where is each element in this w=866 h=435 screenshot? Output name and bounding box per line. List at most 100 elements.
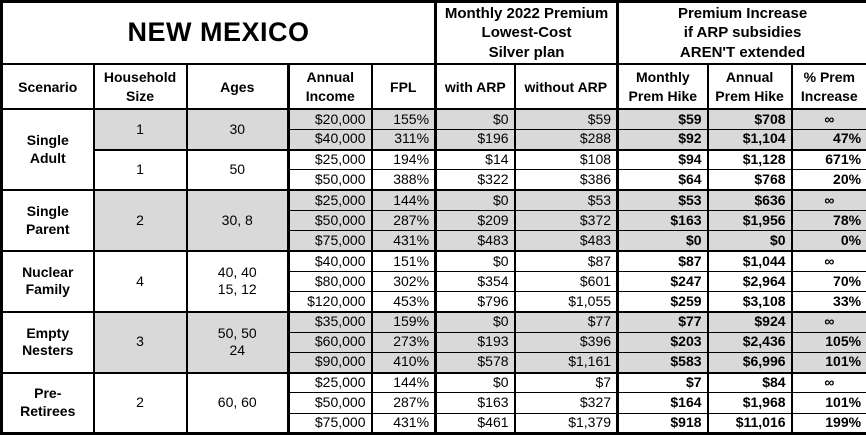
cell-annual-income: $50,000 <box>287 392 372 414</box>
cell-fpl: 144% <box>370 189 437 211</box>
cell-with-arp: $461 <box>434 412 516 435</box>
cell-ages: 30 <box>185 107 289 151</box>
cell-ages: 50, 50 24 <box>185 310 289 374</box>
cell-annual-income: $90,000 <box>287 351 372 374</box>
table-title: NEW MEXICO <box>0 1 437 65</box>
cell-annual-hike: $3,108 <box>706 290 793 313</box>
cell-monthly-hike: $7 <box>616 371 709 394</box>
cell-with-arp: $354 <box>434 270 516 293</box>
cell-monthly-hike: $583 <box>616 351 709 374</box>
cell-monthly-hike: $164 <box>616 392 709 414</box>
cell-with-arp: $0 <box>434 249 516 272</box>
cell-annual-hike: $768 <box>706 169 793 191</box>
cell-fpl: 453% <box>370 290 437 313</box>
cell-annual-hike: $6,996 <box>706 351 793 374</box>
cell-without-arp: $1,055 <box>513 290 619 313</box>
cell-pct-increase: 105% <box>790 331 866 353</box>
cell-without-arp: $87 <box>513 249 619 272</box>
cell-fpl: 410% <box>370 351 437 374</box>
cell-with-arp: $578 <box>434 351 516 374</box>
col-header-annual-prem-hike: Annual Prem Hike <box>706 63 793 110</box>
cell-fpl: 311% <box>370 128 437 151</box>
group-header-premium: Monthly 2022 Premium Lowest-Cost Silver … <box>434 1 619 65</box>
cell-pct-increase: ∞ <box>790 371 866 394</box>
col-header-scenario: Scenario <box>1 63 94 110</box>
cell-pct-increase: 78% <box>790 209 866 232</box>
cell-with-arp: $0 <box>434 310 516 333</box>
cell-monthly-hike: $163 <box>616 209 709 232</box>
cell-monthly-hike: $203 <box>616 331 709 353</box>
cell-without-arp: $601 <box>513 270 619 293</box>
cell-annual-hike: $0 <box>706 230 793 252</box>
cell-without-arp: $53 <box>513 189 619 211</box>
col-header-pct-prem-increase: % Prem Increase <box>790 63 866 110</box>
col-header-with-arp: with ARP <box>434 63 516 110</box>
cell-fpl: 144% <box>370 371 437 394</box>
cell-fpl: 302% <box>370 270 437 293</box>
cell-without-arp: $372 <box>513 209 619 232</box>
cell-annual-income: $80,000 <box>287 270 372 293</box>
scenario-nuclear-family: Nuclear Family <box>1 249 94 313</box>
cell-without-arp: $327 <box>513 392 619 414</box>
cell-ages: 50 <box>185 148 289 191</box>
cell-monthly-hike: $247 <box>616 270 709 293</box>
cell-annual-hike: $2,964 <box>706 270 793 293</box>
cell-monthly-hike: $0 <box>616 230 709 252</box>
cell-with-arp: $0 <box>434 189 516 211</box>
cell-annual-hike: $708 <box>706 107 793 130</box>
cell-with-arp: $14 <box>434 148 516 171</box>
cell-monthly-hike: $59 <box>616 107 709 130</box>
cell-monthly-hike: $92 <box>616 128 709 151</box>
cell-monthly-hike: $259 <box>616 290 709 313</box>
scenario-pre-retirees: Pre- Retirees <box>1 371 94 434</box>
cell-fpl: 151% <box>370 249 437 272</box>
cell-monthly-hike: $94 <box>616 148 709 171</box>
cell-annual-income: $50,000 <box>287 209 372 232</box>
cell-without-arp: $59 <box>513 107 619 130</box>
cell-with-arp: $796 <box>434 290 516 313</box>
cell-monthly-hike: $918 <box>616 412 709 435</box>
cell-pct-increase: 20% <box>790 169 866 191</box>
cell-pct-increase: 70% <box>790 270 866 293</box>
cell-with-arp: $209 <box>434 209 516 232</box>
cell-pct-increase: ∞ <box>790 310 866 333</box>
cell-with-arp: $193 <box>434 331 516 353</box>
cell-annual-hike: $1,104 <box>706 128 793 151</box>
cell-annual-income: $20,000 <box>287 107 372 130</box>
cell-with-arp: $0 <box>434 371 516 394</box>
cell-annual-hike: $1,044 <box>706 249 793 272</box>
cell-without-arp: $386 <box>513 169 619 191</box>
cell-annual-hike: $11,016 <box>706 412 793 435</box>
cell-annual-income: $35,000 <box>287 310 372 333</box>
cell-annual-income: $120,000 <box>287 290 372 313</box>
cell-household-size: 1 <box>92 148 187 191</box>
cell-pct-increase: 199% <box>790 412 866 435</box>
scenario-empty-nesters: Empty Nesters <box>1 310 94 374</box>
col-header-without-arp: without ARP <box>513 63 619 110</box>
cell-without-arp: $1,379 <box>513 412 619 435</box>
cell-without-arp: $288 <box>513 128 619 151</box>
group-header-increase: Premium Increase if ARP subsidies AREN'T… <box>616 1 866 65</box>
cell-monthly-hike: $77 <box>616 310 709 333</box>
cell-fpl: 273% <box>370 331 437 353</box>
cell-with-arp: $322 <box>434 169 516 191</box>
cell-pct-increase: 33% <box>790 290 866 313</box>
col-header-monthly-prem-hike: Monthly Prem Hike <box>616 63 709 110</box>
cell-annual-hike: $1,968 <box>706 392 793 414</box>
cell-with-arp: $163 <box>434 392 516 414</box>
cell-fpl: 388% <box>370 169 437 191</box>
cell-annual-income: $75,000 <box>287 412 372 435</box>
cell-without-arp: $77 <box>513 310 619 333</box>
cell-household-size: 3 <box>92 310 187 374</box>
cell-pct-increase: ∞ <box>790 107 866 130</box>
cell-fpl: 287% <box>370 209 437 232</box>
cell-without-arp: $7 <box>513 371 619 394</box>
cell-annual-income: $25,000 <box>287 148 372 171</box>
scenario-single-adult: Single Adult <box>1 107 94 191</box>
cell-with-arp: $483 <box>434 230 516 252</box>
cell-fpl: 194% <box>370 148 437 171</box>
cell-annual-hike: $2,436 <box>706 331 793 353</box>
cell-annual-hike: $1,128 <box>706 148 793 171</box>
scenario-single-parent: Single Parent <box>1 189 94 252</box>
cell-pct-increase: 671% <box>790 148 866 171</box>
